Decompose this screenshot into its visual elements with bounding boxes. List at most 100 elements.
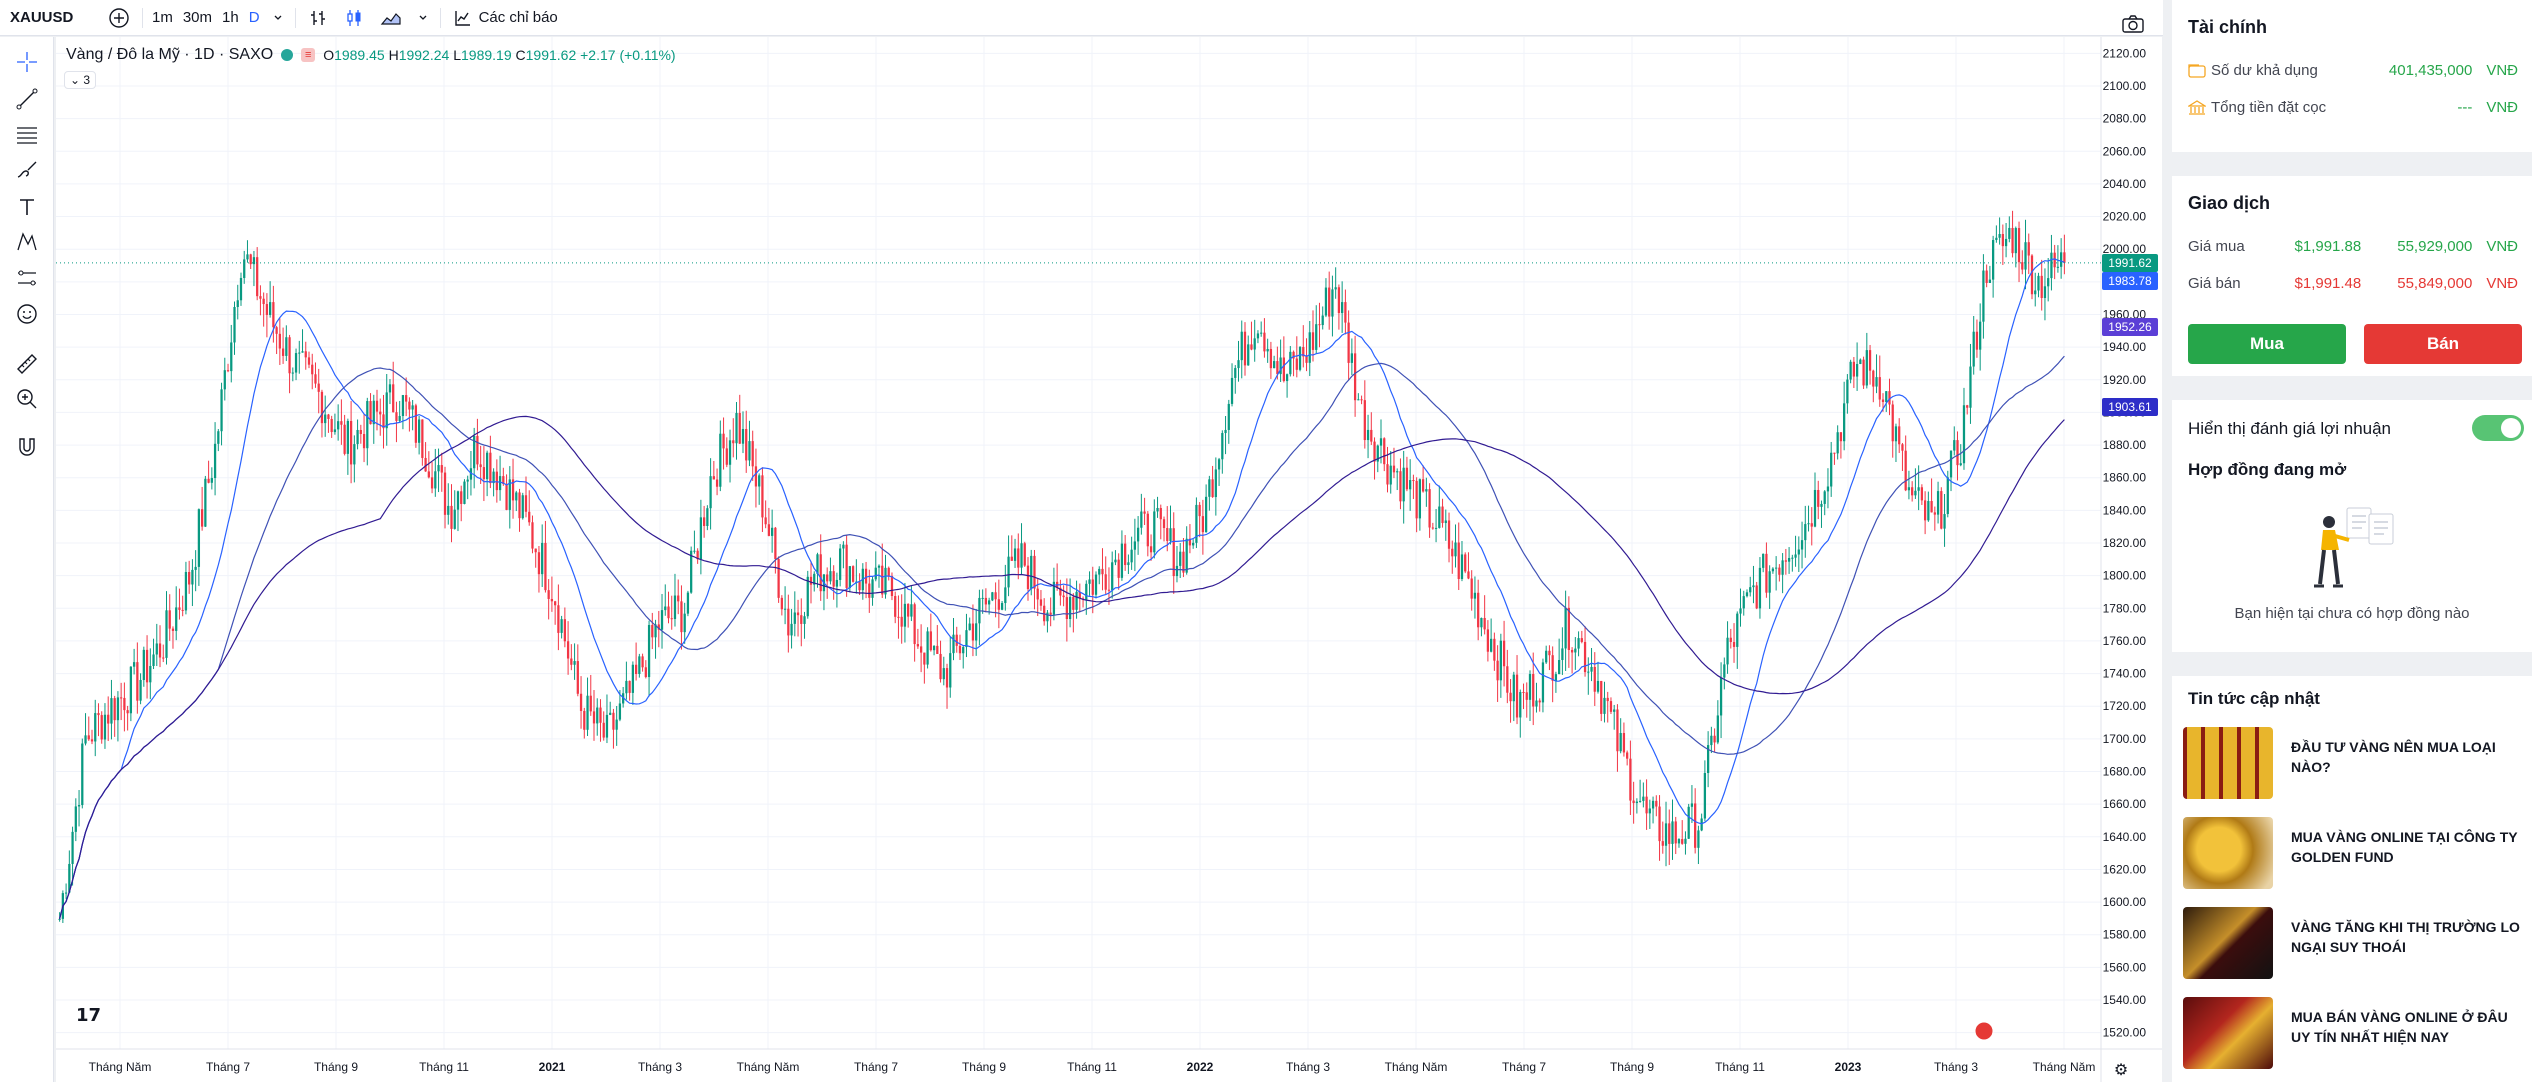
candle-body [1289,351,1292,375]
x-tick-label: Tháng 3 [1286,1060,1330,1074]
magnet-tool[interactable] [12,432,42,462]
screenshot-button[interactable] [2113,6,2153,42]
trend-line-tool[interactable] [12,84,42,114]
profit-toggle[interactable] [2472,415,2524,441]
currency-flag-icon [1974,1021,1994,1041]
candle-body [460,491,463,504]
interval-1m[interactable]: 1m [152,9,173,26]
candle-body [1810,523,1813,527]
y-tick-label: 1720.00 [2103,699,2147,713]
crosshair-tool[interactable] [12,47,42,77]
candle-body [1065,597,1068,619]
news-item[interactable]: Mua vàng online tại công ty Golden Fund [2183,817,2523,889]
candle-body [123,697,126,711]
candle-body [489,452,492,484]
chart-title[interactable]: Vàng / Đô la Mỹ · 1D · SAXO [66,46,274,63]
candle-body [1603,697,1606,714]
candle-body [1664,823,1668,846]
news-item[interactable]: Vàng tăng khi thị trường lo ngại suy tho… [2183,907,2523,979]
candle-body [2027,242,2030,256]
candle-body [664,606,667,611]
price-chart[interactable]: 1520.00 1540.00 1560.00 1580.00 1600.00 1620.… [56,37,2162,1082]
text-tool[interactable] [12,192,42,222]
chart-type-dropdown-button[interactable] [410,0,436,36]
candle-body [440,465,443,473]
candle-body [1642,796,1645,801]
candle-body [408,401,411,410]
candle-body [1013,548,1017,561]
brush-tool[interactable] [12,155,42,185]
candle-body [356,429,359,445]
candle-body [1434,527,1438,529]
plus-circle-icon [109,7,129,28]
interval-1d[interactable]: D [248,9,260,26]
prediction-tool[interactable] [12,263,42,293]
candle-body [463,481,466,504]
candle-body [162,657,165,659]
candle-body [1762,553,1765,568]
indicators-button[interactable]: Các chỉ báo [445,0,566,36]
buy-button[interactable]: Mua [2188,324,2346,364]
add-symbol-button[interactable] [100,0,138,36]
symbol-search[interactable]: XAUUSD [10,9,74,26]
chart-legend: Vàng / Đô la Mỹ · 1D · SAXO ≡ O1989.45 H… [66,46,676,64]
candle-body [1677,839,1681,844]
bars-style-button[interactable] [300,0,336,36]
fib-tool[interactable] [12,120,42,150]
ruler-tool[interactable] [12,349,42,379]
tradingview-logo[interactable]: 17 [76,1005,102,1026]
emoji-tool[interactable] [12,299,42,329]
candle-body [1357,399,1360,401]
candle-body [1198,504,1201,517]
candle-body [64,892,68,894]
pattern-tool[interactable] [12,227,42,257]
indicator-collapse-button[interactable]: ⌄ 3 [64,71,97,89]
candle-body [1214,469,1217,498]
zoom-in-icon [17,389,37,409]
candle-body [596,707,599,724]
candle-body [793,612,796,624]
candle-body [874,567,877,580]
news-item[interactable]: Đầu tư vàng nên mua loại nào? [2183,727,2523,799]
news-item[interactable]: Mua bán vàng online ở đâu uy tín nhất hi… [2183,997,2523,1069]
candle-body [560,619,563,633]
zoom-tool[interactable] [12,384,42,414]
candle-body [1263,332,1266,352]
news-thumbnail [2183,997,2273,1069]
candle-body [851,566,855,582]
candles-style-button[interactable] [336,0,372,36]
sell-button[interactable]: Bán [2364,324,2522,364]
y-tick-label: 2080.00 [2103,112,2147,126]
chevron-down-icon [274,15,282,20]
candle-body [1635,801,1639,804]
candle-body [903,603,907,627]
chart-canvas[interactable]: 1520.00 1540.00 1560.00 1580.00 1600.00 1620.… [56,37,2162,1082]
candle-body [592,711,596,724]
candle-body [566,641,570,659]
candle-body [1852,361,1855,377]
candle-body [848,566,851,588]
interval-dropdown-button[interactable] [265,0,291,36]
area-style-button[interactable] [372,0,410,36]
candle-body [1522,692,1525,694]
candle-body [949,653,952,688]
toolbar-divider [439,7,441,28]
candle-body [1285,374,1289,382]
candle-body [1049,612,1052,615]
candle-body [495,471,498,491]
interval-1h[interactable]: 1h [222,9,239,26]
candle-body [1836,432,1839,454]
candle-body [2034,290,2037,295]
candle-body [890,575,894,597]
candle-body [761,475,764,518]
candle-body [2011,227,2014,254]
candle-body [1758,567,1762,609]
candle-body [1078,591,1081,599]
moving-average-line [59,258,2065,920]
interval-30m[interactable]: 30m [182,9,213,26]
candle-body [1117,559,1120,578]
brush-icon [17,161,37,178]
x-tick-label: Tháng 9 [314,1060,358,1074]
candle-body [936,645,939,654]
candle-body [1713,735,1716,743]
